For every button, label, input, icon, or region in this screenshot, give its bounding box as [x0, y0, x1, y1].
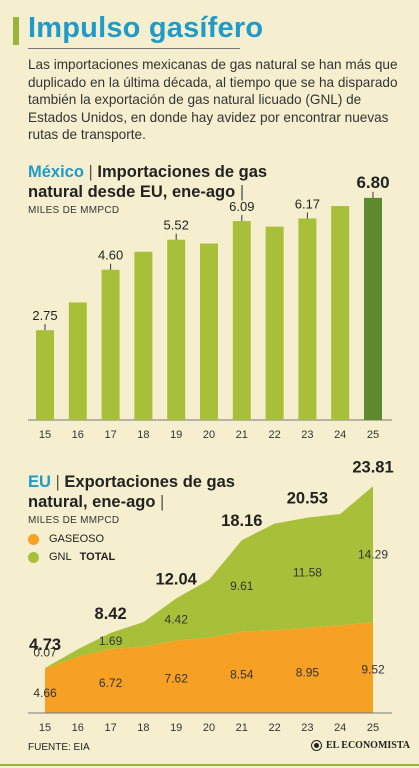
x-tick-label: 16	[72, 429, 84, 441]
gnl-data-label: 0.07	[33, 646, 57, 660]
intro-text: Las importaciones mexicanas de gas natur…	[28, 57, 398, 143]
x-tick-label: 22	[268, 722, 280, 734]
x-tick-label: 17	[104, 722, 116, 734]
data-label: 6.17	[295, 196, 320, 211]
brand-logo: EL ECONOMISTA	[311, 740, 410, 751]
x-tick-label: 23	[301, 429, 313, 441]
x-tick-label: 18	[137, 429, 149, 441]
legend-gaseoso: GASEOSO	[28, 533, 104, 545]
mexico-chart-title: México | Importaciones de gas natural de…	[28, 162, 288, 202]
total-data-label: 8.42	[95, 605, 127, 623]
mexico-chart-heading: Importaciones de gas natural desde EU, e…	[28, 163, 268, 201]
brand-name: EL ECONOMISTA	[326, 740, 410, 751]
eu-country-label: EU	[28, 473, 51, 491]
eu-chart-heading: Exportaciones de gas natural, ene-ago	[28, 473, 235, 511]
gaseoso-data-label: 9.52	[361, 663, 385, 677]
data-label: 2.75	[32, 308, 57, 323]
gnl-data-label: 11.58	[293, 566, 322, 580]
x-tick-label: 24	[334, 722, 346, 734]
legend-total-label: TOTAL	[79, 551, 116, 563]
gnl-data-label: 14.29	[358, 547, 388, 561]
gnl-data-label: 1.69	[99, 634, 123, 648]
bar	[331, 206, 350, 420]
gaseoso-data-label: 8.95	[296, 665, 320, 679]
gaseoso-data-label: 7.62	[165, 672, 189, 686]
data-label: 4.60	[98, 248, 123, 263]
total-data-label: 12.04	[156, 570, 198, 588]
total-data-label: 23.81	[352, 458, 393, 476]
page-title: Impulso gasífero	[28, 12, 264, 44]
title-separator: |	[55, 473, 60, 491]
x-tick-label: 20	[203, 722, 215, 734]
x-tick-label: 25	[367, 722, 379, 734]
legend-gaseoso-label: GASEOSO	[49, 533, 105, 545]
data-label: 5.52	[164, 218, 189, 233]
x-tick-label: 16	[72, 722, 84, 734]
x-tick-label: 19	[170, 722, 182, 734]
x-tick-label: 25	[367, 429, 379, 441]
gaseoso-data-label: 6.72	[99, 676, 123, 690]
eu-area-chart: 15 4.66 0.074.73 16 17 6.72 1.69 8.42 18 19 7.62 4.…	[28, 458, 394, 734]
bar	[232, 221, 251, 420]
gnl-area	[45, 486, 373, 669]
bottom-rule	[0, 764, 419, 766]
gaseoso-swatch-icon	[28, 533, 39, 545]
x-tick-label: 21	[236, 722, 248, 734]
title-separator: |	[160, 493, 165, 511]
total-data-label: 20.53	[287, 490, 328, 508]
x-tick-label: 15	[39, 722, 51, 734]
bar	[36, 330, 54, 420]
bar	[68, 302, 87, 420]
gaseoso-area	[45, 622, 373, 713]
mexico-unit-label: MILES DE MMPCD	[28, 205, 120, 216]
title-separator: |	[88, 163, 93, 181]
x-tick-label: 18	[137, 722, 149, 734]
bar	[364, 197, 382, 420]
x-tick-label: 15	[39, 429, 51, 441]
total-data-label: 4.73	[29, 636, 61, 654]
bar	[167, 239, 186, 420]
legend-gnl: GNL TOTAL	[28, 551, 115, 563]
bar	[134, 251, 153, 420]
bar	[200, 243, 218, 420]
gaseoso-data-label: 8.54	[230, 667, 254, 681]
title-separator: |	[239, 183, 245, 201]
eu-chart-title: EU | Exportaciones de gas natural, ene-a…	[28, 472, 288, 512]
x-tick-label: 24	[334, 429, 346, 441]
title-accent-bar	[13, 17, 19, 45]
eu-unit-label: MILES DE MMPCD	[28, 515, 120, 526]
gnl-data-label: 4.42	[165, 612, 189, 626]
bar	[101, 269, 120, 420]
mexico-country-label: México	[28, 163, 84, 181]
total-data-label: 18.16	[221, 512, 262, 530]
bar	[298, 218, 317, 420]
gaseoso-data-label: 4.66	[33, 686, 57, 700]
gnl-data-label: 9.61	[230, 579, 254, 593]
x-tick-label: 21	[236, 429, 248, 441]
x-tick-label: 17	[104, 429, 116, 441]
bar	[265, 226, 284, 420]
data-label: 6.80	[356, 173, 389, 192]
mexico-bar-chart: 15 2.75 16 17 4.60 18 19 5.52 20 21 6.09 22 23 6.17 24…	[28, 173, 392, 441]
title-rule	[28, 48, 240, 49]
legend-gnl-label: GNL	[49, 551, 72, 563]
data-label: 6.09	[229, 199, 254, 214]
brand-globe-icon	[311, 740, 322, 751]
x-tick-label: 20	[203, 429, 215, 441]
x-tick-label: 23	[301, 722, 313, 734]
gnl-swatch-icon	[28, 551, 39, 563]
x-tick-label: 19	[170, 429, 182, 441]
source-note: FUENTE: EIA	[28, 742, 90, 753]
x-tick-label: 22	[268, 429, 280, 441]
